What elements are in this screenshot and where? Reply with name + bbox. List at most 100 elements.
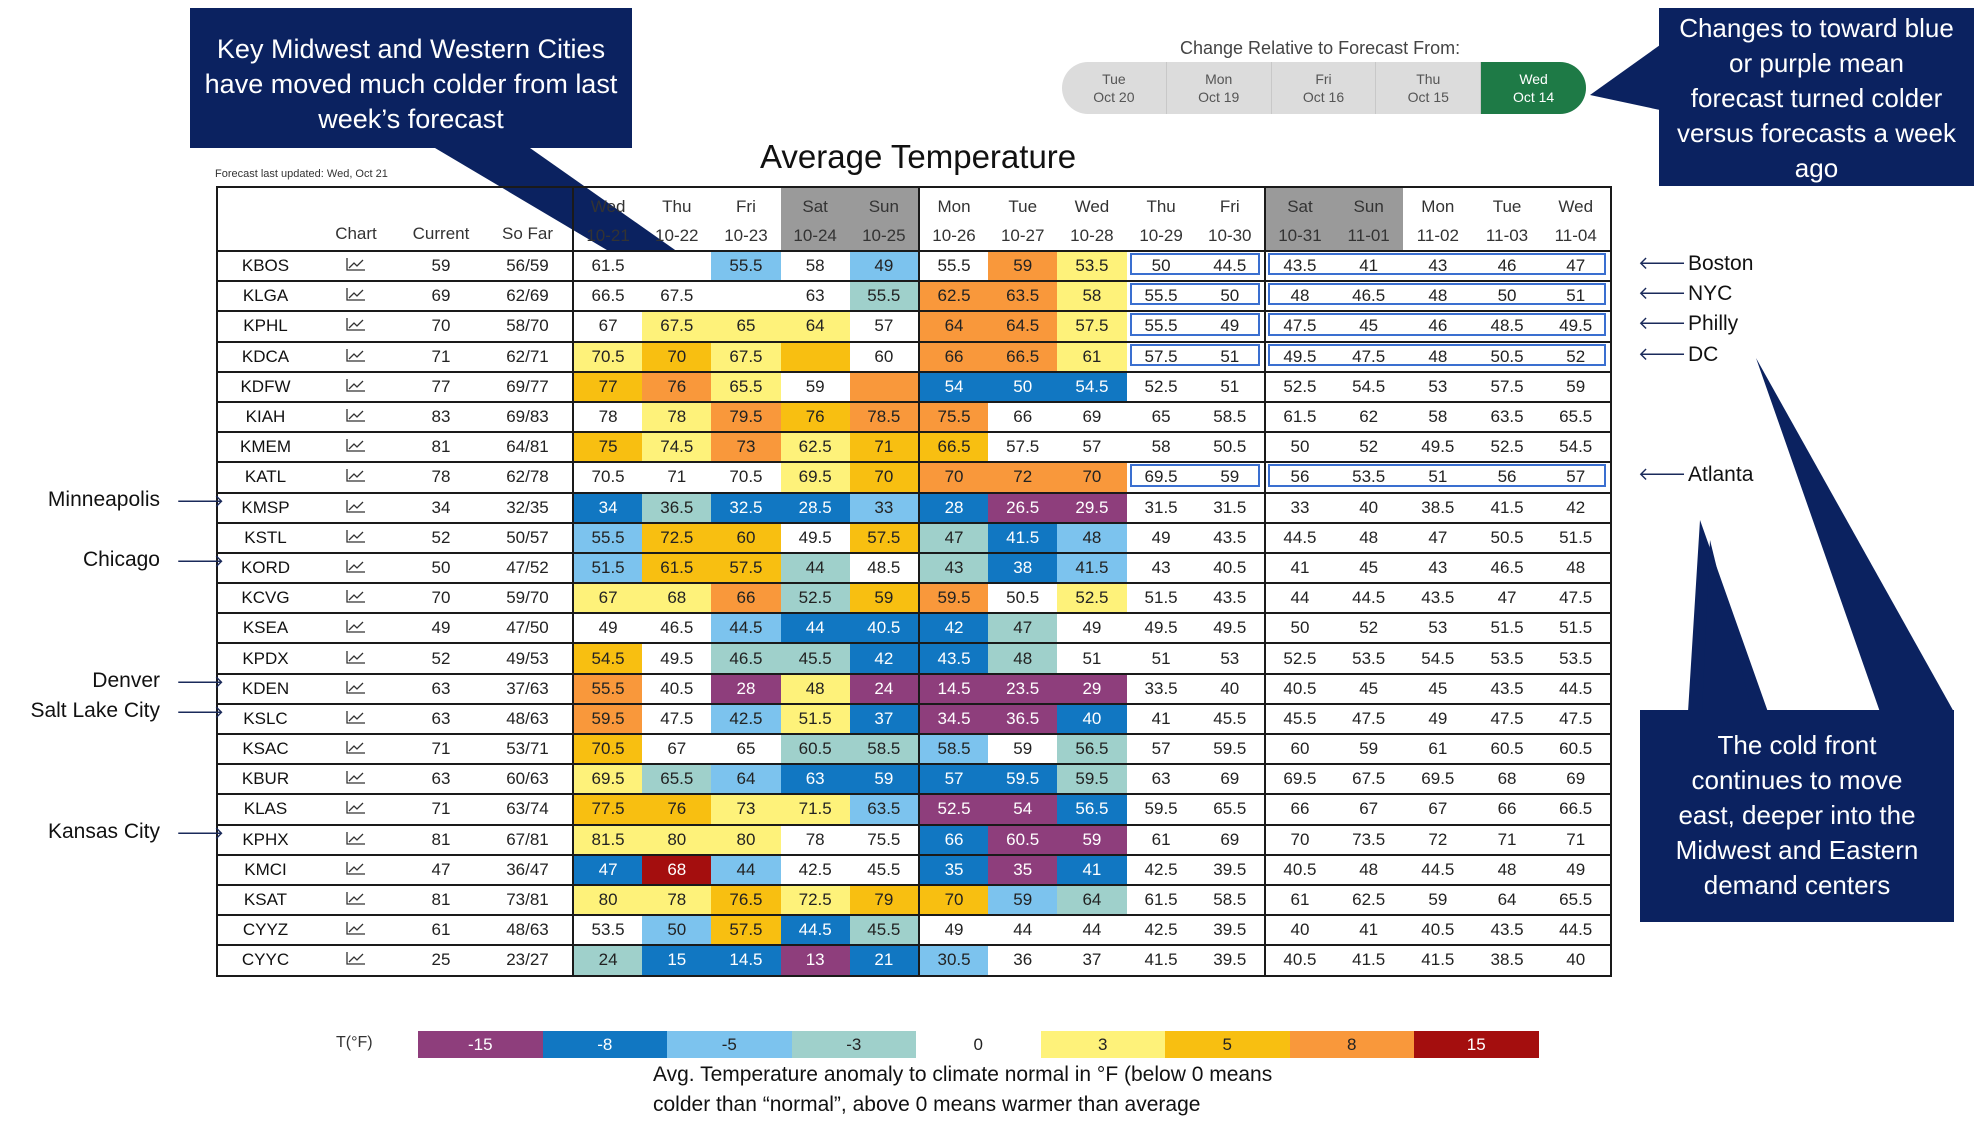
chart-icon[interactable] (313, 945, 399, 977)
table-row[interactable]: KDEN 63 37/63 55.5 40.5 28 48 24 14.5 23.5 29 33.5 4… (216, 673, 1612, 705)
table-row[interactable]: KPDX 52 49/53 54.5 49.5 46.5 45.5 42 43.5 48 51 51 5… (216, 643, 1612, 675)
city-label: Salt Lake City (30, 699, 160, 722)
table-row[interactable]: CYYC 25 23/27 24 15 14.5 13 21 30.5 36 37 41.5 39.5 4… (216, 945, 1612, 977)
forecast-cell: 71 (642, 462, 712, 494)
chart-icon[interactable] (313, 401, 399, 434)
forecast-cell: 37 (849, 703, 919, 736)
forecast-cell: 70.5 (571, 462, 643, 494)
forecast-cell: 48 (1334, 522, 1404, 554)
chart-icon[interactable] (313, 371, 399, 403)
station-code: KLAS (216, 794, 313, 826)
forecast-cell: 59.5 (988, 764, 1058, 796)
current-temp: 71 (399, 794, 483, 826)
table-row[interactable]: KATL 78 62/78 70.5 71 70.5 69.5 70 70 72 70 69.5 59 5… (216, 462, 1612, 494)
table-row[interactable]: KMSP 34 32/35 34 36.5 32.5 28.5 33 28 26.5 29.5 31.… (216, 492, 1612, 524)
chart-icon[interactable] (313, 764, 399, 796)
forecast-cell: 59.5 (1057, 764, 1127, 796)
chart-icon[interactable] (313, 492, 399, 524)
table-row[interactable]: KSLC 63 48/63 59.5 47.5 42.5 51.5 37 34.5 36.5 40 4… (216, 703, 1612, 736)
chart-icon[interactable] (313, 884, 399, 917)
table-row[interactable]: KPHL 70 58/70 67 67.5 65 64 57 64 64.5 57.5 55.5 49 4… (216, 311, 1612, 343)
table-row[interactable]: KLGA 69 62/69 66.5 67.5 63 55.5 62.5 63.5 58 55.5 5… (216, 281, 1612, 313)
chart-icon[interactable] (313, 824, 399, 856)
forecast-cell: 28 (917, 492, 989, 524)
current-temp: 70 (399, 583, 483, 615)
forecast-cell: 81.5 (571, 824, 643, 856)
chart-icon[interactable] (313, 311, 399, 343)
table-row[interactable]: KMEM 81 64/81 75 74.5 73 62.5 71 66.5 57.5 57 58 50.… (216, 432, 1612, 464)
chart-icon[interactable] (313, 703, 399, 736)
chart-icon[interactable] (313, 643, 399, 675)
table-row[interactable]: KLAS 71 63/74 77.5 76 73 71.5 63.5 52.5 54 56.5 59.… (216, 794, 1612, 826)
forecast-cell: 70 (642, 341, 712, 373)
forecast-cell: 60 (1263, 734, 1335, 766)
forecast-selector[interactable]: Tue Oct 20 Mon Oct 19 Fri Oct 16 Thu Oct 15 Wed O… (1062, 62, 1586, 114)
selector-option-thu-oct-15[interactable]: Thu Oct 15 (1376, 62, 1482, 114)
selector-option-fri-oct-16[interactable]: Fri Oct 16 (1272, 62, 1377, 114)
forecast-cell: 75.5 (917, 401, 989, 434)
chart-icon[interactable] (313, 673, 399, 705)
forecast-cell: 39.5 (1195, 945, 1265, 977)
selector-option-mon-oct-19[interactable]: Mon Oct 19 (1167, 62, 1272, 114)
chart-icon[interactable] (313, 552, 399, 585)
forecast-cell: 71.5 (780, 794, 850, 826)
header-day: Sun 10-25 (849, 186, 919, 252)
chart-icon[interactable] (313, 522, 399, 554)
chart-icon[interactable] (313, 854, 399, 886)
forecast-cell: 41 (1263, 552, 1335, 585)
chart-icon[interactable] (313, 613, 399, 645)
forecast-cell: 60.5 (780, 734, 850, 766)
selector-option-wed-oct-14[interactable]: Wed Oct 14 (1481, 62, 1586, 114)
table-row[interactable]: KMCI 47 36/47 47 68 44 42.5 45.5 35 35 41 42.5 39.5 4… (216, 854, 1612, 886)
forecast-cell: 45 (1334, 552, 1404, 585)
table-row[interactable]: CYYZ 61 48/63 53.5 50 57.5 44.5 45.5 49 44 44 42.5 3… (216, 915, 1612, 947)
table-row[interactable]: KDCA 71 62/71 70.5 70 67.5 60 66 66.5 61 57.5 51 49.… (216, 341, 1612, 373)
table-row[interactable]: KSAC 71 53/71 70.5 67 65 60.5 58.5 58.5 59 56.5 57 5… (216, 734, 1612, 766)
table-row[interactable]: KORD 50 47/52 51.5 61.5 57.5 44 48.5 43 38 41.5 43 4… (216, 552, 1612, 585)
forecast-cell: 52.5 (1472, 432, 1542, 464)
forecast-cell: 57 (1541, 462, 1612, 494)
chart-icon[interactable] (313, 251, 399, 283)
table-row[interactable]: KDFW 77 69/77 77 76 65.5 59 54 50 54.5 52.5 51 52.5 5… (216, 371, 1612, 403)
forecast-cell: 53 (1403, 371, 1473, 403)
table-row[interactable]: KIAH 83 69/83 78 78 79.5 76 78.5 75.5 66 69 65 58.5 6… (216, 401, 1612, 434)
table-row[interactable]: KBUR 63 60/63 69.5 65.5 64 63 59 57 59.5 59.5 63 69 6… (216, 764, 1612, 796)
forecast-cell: 54.5 (571, 643, 643, 675)
header-so-far: So Far (483, 186, 573, 252)
forecast-cell: 47 (917, 522, 989, 554)
forecast-cell: 40.5 (642, 673, 712, 705)
chart-icon[interactable] (313, 281, 399, 313)
forecast-cell: 36.5 (642, 492, 712, 524)
forecast-cell: 44.5 (780, 915, 850, 947)
chart-icon[interactable] (313, 915, 399, 947)
table-row[interactable]: KBOS 59 56/59 61.5 55.5 58 49 55.5 59 53.5 50 44.5 4… (216, 251, 1612, 283)
forecast-cell: 43.5 (1472, 915, 1542, 947)
table-row[interactable]: KSTL 52 50/57 55.5 72.5 60 49.5 57.5 47 41.5 48 49 4… (216, 522, 1612, 554)
table-row[interactable]: KPHX 81 67/81 81.5 80 80 78 75.5 66 60.5 59 61 69 70 7… (216, 824, 1612, 856)
table-row[interactable]: KCVG 70 59/70 67 68 66 52.5 59 59.5 50.5 52.5 51.5 4… (216, 583, 1612, 615)
table-row[interactable]: KSEA 49 47/50 49 46.5 44.5 44 40.5 42 47 49 49.5 49.… (216, 613, 1612, 645)
header-day-date: 10-28 (1070, 226, 1114, 245)
legend-swatch: -8 (542, 1031, 667, 1058)
chart-icon[interactable] (313, 583, 399, 615)
forecast-cell: 43.5 (917, 643, 989, 675)
forecast-cell: 65 (1126, 401, 1196, 434)
chart-icon[interactable] (313, 462, 399, 494)
callout-line: The cold front (1717, 730, 1877, 760)
selector-option-tue-oct-20[interactable]: Tue Oct 20 (1062, 62, 1167, 114)
station-code: CYYC (216, 945, 313, 977)
chart-icon[interactable] (313, 794, 399, 826)
chart-icon[interactable] (313, 432, 399, 464)
chart-icon[interactable] (313, 734, 399, 766)
forecast-cell: 52.5 (1263, 643, 1335, 675)
forecast-cell: 44 (711, 854, 781, 886)
forecast-cell: 29.5 (1057, 492, 1127, 524)
arrow-right-icon: 🡒 (176, 551, 225, 571)
forecast-cell: 51 (1403, 462, 1473, 494)
arrow-left-icon: 🡐 (1638, 253, 1687, 273)
callout-line: demand centers (1703, 870, 1891, 900)
table-row[interactable]: KSAT 81 73/81 80 78 76.5 72.5 79 70 59 64 61.5 58.5 6… (216, 884, 1612, 917)
forecast-cell: 41 (1334, 915, 1404, 947)
chart-icon[interactable] (313, 341, 399, 373)
current-temp: 49 (399, 613, 483, 645)
